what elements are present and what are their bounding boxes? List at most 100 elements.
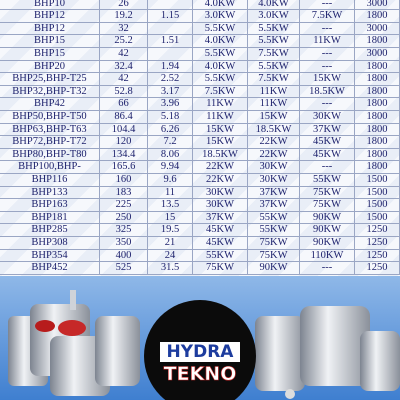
table-cell: BHP25,BHP-T25 — [0, 73, 100, 86]
table-cell — [148, 22, 193, 36]
table-cell: --- — [300, 48, 355, 61]
table-cell: 1800 — [355, 136, 400, 149]
table-cell: 1800 — [355, 10, 400, 23]
table-cell: BHP452 — [0, 262, 100, 275]
table-cell: 183 — [100, 186, 148, 200]
table-cell: 32.4 — [100, 60, 148, 74]
table-cell: 55KW — [248, 211, 300, 225]
table-cell — [148, 48, 193, 61]
table-cell: 5.5KW — [193, 73, 248, 86]
table-cell: 2.52 — [148, 73, 193, 86]
table-cell: BHP42 — [0, 98, 100, 111]
table-cell: 4.0KW — [193, 35, 248, 48]
table-cell: 1800 — [355, 161, 400, 174]
logo-text: TEKNO — [164, 363, 237, 385]
table-cell: 1500 — [355, 199, 400, 212]
table-cell: 86.4 — [100, 111, 148, 124]
table-cell: 4.0KW — [193, 0, 248, 11]
table-cell: 325 — [100, 224, 148, 237]
table-cell: 25.2 — [100, 35, 148, 48]
table-cell: 11KW — [193, 111, 248, 124]
table-cell: BHP63,BHP-T63 — [0, 123, 100, 137]
table-cell: 7.5KW — [300, 10, 355, 23]
table-cell: 11KW — [248, 98, 300, 111]
table-cell: 18.5KW — [248, 123, 300, 137]
table-cell: BHP163 — [0, 199, 100, 212]
table-cell: 165.6 — [100, 161, 148, 174]
table-cell: 37KW — [248, 186, 300, 200]
table-cell: BHP20 — [0, 60, 100, 74]
table-cell: 32 — [100, 22, 148, 36]
table-cell: 525 — [100, 262, 148, 275]
table-cell: 6.26 — [148, 123, 193, 137]
table-cell: 45KW — [193, 224, 248, 237]
table-cell: 90KW — [300, 224, 355, 237]
pump-right — [255, 306, 400, 399]
table-cell: BHP285 — [0, 224, 100, 237]
table-cell: BHP80,BHP-T80 — [0, 148, 100, 162]
table-cell: 1800 — [355, 35, 400, 48]
table-cell: 5.5KW — [193, 22, 248, 36]
table-cell: --- — [300, 0, 355, 11]
table-cell: --- — [300, 22, 355, 36]
table-cell: 5.5KW — [248, 35, 300, 48]
table-cell: 9.94 — [148, 161, 193, 174]
table-cell: 11 — [148, 186, 193, 200]
table-cell: --- — [300, 161, 355, 174]
table-cell: 15KW — [193, 136, 248, 149]
table-cell: 52.8 — [100, 85, 148, 99]
table-cell: 350 — [100, 237, 148, 250]
table-cell: BHP72,BHP-T72 — [0, 136, 100, 149]
table-cell: 90KW — [300, 237, 355, 250]
table-cell: BHP100,BHP- — [0, 161, 100, 174]
table-cell: 45KW — [300, 136, 355, 149]
table-cell: BHP15 — [0, 48, 100, 61]
table-cell: 31.5 — [148, 262, 193, 275]
table-cell: 9.6 — [148, 174, 193, 187]
table-cell: 30KW — [248, 174, 300, 187]
table-cell: --- — [300, 98, 355, 111]
pump-left — [8, 290, 140, 396]
table-cell: BHP116 — [0, 174, 100, 187]
table-cell: 75KW — [193, 262, 248, 275]
table-cell: BHP181 — [0, 211, 100, 225]
table-cell: BHP15 — [0, 35, 100, 48]
table-cell: 30KW — [193, 199, 248, 212]
table-cell: 19.2 — [100, 10, 148, 23]
table-cell: 1250 — [355, 237, 400, 250]
logo-band — [160, 342, 240, 362]
table-cell: 30KW — [300, 111, 355, 124]
table-cell: 120 — [100, 136, 148, 149]
table-cell: 7.5KW — [248, 73, 300, 86]
table-cell: 22KW — [193, 161, 248, 174]
table-cell: 13.5 — [148, 199, 193, 212]
table-cell: --- — [300, 60, 355, 74]
table-cell: 42 — [100, 48, 148, 61]
table-cell: 11KW — [193, 98, 248, 111]
table-cell: 4.0KW — [193, 60, 248, 74]
table-cell: 30KW — [248, 161, 300, 174]
table-cell: 1800 — [355, 98, 400, 111]
logo-text: HYDRA — [167, 342, 235, 362]
table-cell: 3000 — [355, 48, 400, 61]
table-cell: 7.5KW — [193, 85, 248, 99]
table-cell: 55KW — [248, 224, 300, 237]
table-cell: 90KW — [300, 211, 355, 225]
table-cell: 7.5KW — [248, 48, 300, 61]
table-cell: 3.0KW — [248, 10, 300, 23]
table-cell: 15 — [148, 211, 193, 225]
table-cell: 75KW — [300, 199, 355, 212]
table-cell: BHP50,BHP-T50 — [0, 111, 100, 124]
table-cell: 1800 — [355, 73, 400, 86]
table-cell: 22KW — [248, 148, 300, 162]
table-cell: 18.5KW — [193, 148, 248, 162]
table-cell — [148, 0, 193, 11]
table-cell: 1.15 — [148, 10, 193, 23]
table-cell: 19.5 — [148, 224, 193, 237]
table-cell: 1250 — [355, 224, 400, 237]
product-photo: HYDRA TEKNO — [0, 276, 400, 400]
table-cell: 3.0KW — [193, 10, 248, 23]
table-cell: BHP308 — [0, 237, 100, 250]
table-cell: 160 — [100, 174, 148, 187]
